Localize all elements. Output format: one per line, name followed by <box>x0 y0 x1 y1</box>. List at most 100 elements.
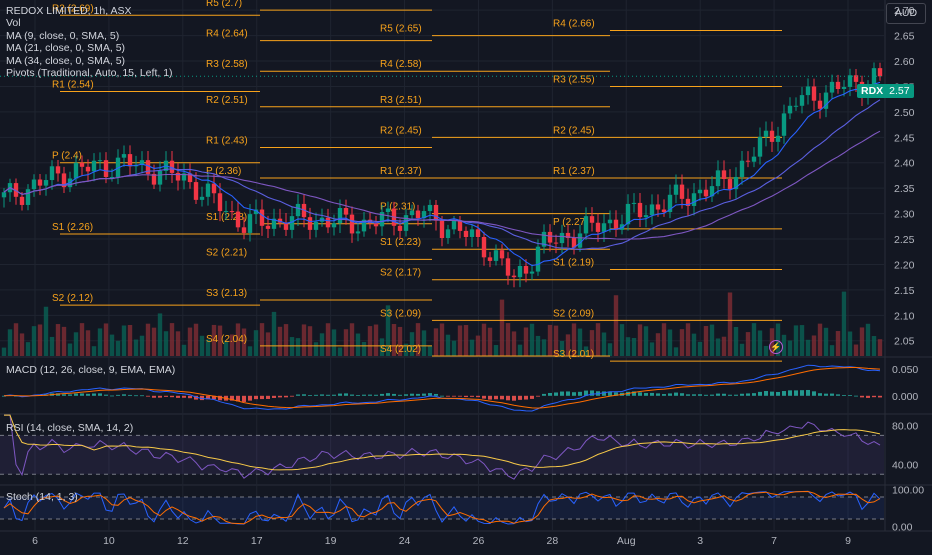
candle-body <box>499 250 505 259</box>
candle-body <box>439 220 445 239</box>
volume-bar <box>337 347 343 356</box>
volume-bar <box>625 337 631 356</box>
macd-histogram-bar <box>734 394 738 396</box>
candle-body <box>19 196 25 205</box>
macd-histogram-bar <box>662 394 666 396</box>
price-axis-tick-label: 2.40 <box>894 158 915 170</box>
candle-body <box>103 160 109 177</box>
rsi-label[interactable]: RSI (14, close, SMA, 14, 2) <box>6 422 134 434</box>
volume-bar <box>127 324 133 356</box>
volume-bar <box>73 332 79 356</box>
candle-body <box>613 219 619 230</box>
pivot-level-label: S2 (2.12) <box>52 293 93 304</box>
candle-body <box>691 193 697 206</box>
rsi-line <box>4 414 881 480</box>
candle-body <box>205 183 211 197</box>
candle-body <box>475 229 481 237</box>
macd-histogram-bar <box>590 390 594 396</box>
macd-histogram-bar <box>98 393 102 396</box>
macd-label[interactable]: MACD (12, 26, close, 9, EMA, EMA) <box>6 364 176 376</box>
price-axis-tick-label: 2.65 <box>894 31 915 43</box>
macd-histogram-bar <box>500 395 504 400</box>
candle-body <box>775 135 781 142</box>
macd-histogram-bar <box>674 392 678 396</box>
macd-histogram-bar <box>854 395 858 397</box>
macd-histogram-bar <box>422 393 426 396</box>
volume-bar <box>757 330 763 356</box>
indicator-pivots[interactable]: Pivots (Traditional, Auto, 15, Left, 1) <box>6 67 173 80</box>
macd-histogram-bar <box>314 394 318 396</box>
candle-body <box>37 179 43 186</box>
pivot-level-label: R3 (2.55) <box>553 74 595 85</box>
stoch-label[interactable]: Stoch (14, 1, 3) <box>6 491 78 503</box>
macd-histogram-bar <box>650 392 654 396</box>
macd-histogram-bar <box>770 391 774 396</box>
volume-bar <box>451 340 457 356</box>
candle-body <box>115 157 121 177</box>
volume-bar <box>565 334 571 356</box>
rsi-axis-tick-label: 40.00 <box>892 460 918 472</box>
volume-bar <box>235 323 241 356</box>
candle-body <box>85 166 91 172</box>
pivot-level-label: S4 (2.04) <box>206 334 247 345</box>
volume-bar <box>601 332 607 356</box>
macd-histogram-bar <box>710 394 714 396</box>
macd-histogram-bar <box>182 395 186 398</box>
x-axis-tick-label: 28 <box>547 535 559 547</box>
macd-histogram-bar <box>302 394 306 396</box>
indicator-vol[interactable]: Vol <box>6 17 21 30</box>
macd-histogram-bar <box>518 395 522 400</box>
macd-histogram-bar <box>392 393 396 396</box>
candle-body <box>91 160 97 172</box>
indicator-ma9[interactable]: MA (9, close, 0, SMA, 5) <box>6 29 120 42</box>
pivot-level-label: P (2.36) <box>206 166 241 177</box>
candle-body <box>79 162 85 167</box>
volume-bar <box>43 306 49 356</box>
volume-bar <box>529 323 535 356</box>
pivot-level-label: S3 (2.09) <box>380 308 421 319</box>
pivot-level-label: R2 (2.45) <box>380 125 422 136</box>
candle-body <box>751 156 757 162</box>
candle-body <box>547 231 553 243</box>
macd-histogram-bar <box>374 394 378 396</box>
candle-body <box>793 105 799 107</box>
symbol-title[interactable]: REDOX LIMITED, 1h, ASX <box>6 5 132 17</box>
pivot-level-label: R3 (2.58) <box>206 59 248 70</box>
macd-histogram-bar <box>704 394 708 396</box>
volume-bar <box>877 339 883 356</box>
candle-body <box>361 219 367 232</box>
macd-histogram-bar <box>218 395 222 401</box>
candle-body <box>193 182 199 200</box>
candle-body <box>43 180 49 186</box>
macd-histogram-bar <box>386 393 390 396</box>
x-axis-tick-label: 6 <box>32 535 38 547</box>
macd-histogram-bar <box>80 393 84 396</box>
macd-histogram-bar <box>632 391 636 396</box>
candle-body <box>847 75 853 87</box>
candle-body <box>805 86 811 96</box>
indicator-ma34[interactable]: MA (34, close, 0, SMA, 5) <box>6 54 126 67</box>
macd-histogram-bar <box>152 395 156 398</box>
macd-histogram-bar <box>842 395 846 396</box>
candle-body <box>787 105 793 114</box>
price-axis-tick-label: 2.35 <box>894 183 915 195</box>
price-axis-tick-label: 2.50 <box>894 107 915 119</box>
pivot-level-label: S1 (2.23) <box>380 237 421 248</box>
flash-icon[interactable]: ⚡ <box>769 340 783 354</box>
volume-bar <box>247 346 253 356</box>
macd-histogram-bar <box>638 392 642 396</box>
macd-histogram-bar <box>476 395 480 398</box>
candle-body <box>229 211 235 213</box>
candle-body <box>661 209 667 213</box>
macd-histogram-bar <box>584 390 588 396</box>
currency-button[interactable]: AUD <box>886 3 926 24</box>
candle-body <box>433 204 439 221</box>
candle-body <box>481 236 487 258</box>
candle-body <box>697 189 703 194</box>
pivot-level-label: R1 (2.54) <box>52 80 94 91</box>
candle-body <box>667 194 673 213</box>
indicator-ma21[interactable]: MA (21, close, 0, SMA, 5) <box>6 42 126 55</box>
candle-body <box>61 173 67 188</box>
